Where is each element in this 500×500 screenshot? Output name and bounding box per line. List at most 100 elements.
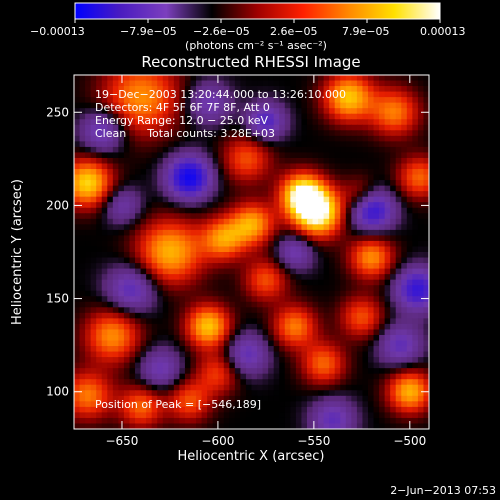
heatmap-cell bbox=[196, 135, 203, 142]
heatmap-cell bbox=[96, 395, 103, 402]
heatmap-cell bbox=[395, 379, 402, 386]
heatmap-cell bbox=[196, 423, 203, 429]
heatmap-cell bbox=[351, 169, 358, 176]
heatmap-cell bbox=[168, 119, 175, 126]
heatmap-cell bbox=[312, 174, 319, 181]
heatmap-cell bbox=[218, 323, 225, 331]
heatmap-cell bbox=[157, 373, 164, 380]
heatmap-cell bbox=[123, 235, 131, 242]
heatmap-cell bbox=[395, 395, 402, 402]
heatmap-cell bbox=[334, 97, 341, 104]
heatmap-cell bbox=[301, 346, 308, 353]
heatmap-cell bbox=[401, 124, 408, 131]
heatmap-cell bbox=[190, 141, 197, 148]
heatmap-cell bbox=[168, 379, 175, 386]
heatmap-cell bbox=[190, 417, 197, 425]
heatmap-cell bbox=[345, 113, 352, 120]
heatmap-cell bbox=[135, 97, 142, 104]
heatmap-cell bbox=[390, 401, 397, 408]
heatmap-cell bbox=[184, 141, 192, 148]
heatmap-cell bbox=[412, 257, 419, 264]
heatmap-cell bbox=[356, 213, 364, 220]
heatmap-cell bbox=[318, 119, 325, 126]
heatmap-cell bbox=[218, 290, 225, 297]
heatmap-cell bbox=[251, 163, 258, 170]
heatmap-cell bbox=[240, 97, 247, 104]
heatmap-cell bbox=[157, 174, 164, 181]
heatmap-cell bbox=[257, 224, 264, 231]
heatmap-cell bbox=[273, 296, 280, 303]
heatmap-cell bbox=[384, 412, 391, 419]
heatmap-cell bbox=[301, 163, 308, 170]
heatmap-cell bbox=[101, 113, 108, 120]
heatmap-cell bbox=[218, 417, 225, 425]
heatmap-cell bbox=[234, 290, 242, 297]
heatmap-cell bbox=[151, 401, 158, 408]
heatmap-cell bbox=[223, 274, 230, 281]
heatmap-cell bbox=[362, 351, 369, 358]
heatmap-cell bbox=[173, 390, 180, 397]
heatmap-cell bbox=[101, 412, 108, 419]
heatmap-cell bbox=[173, 86, 180, 93]
heatmap-cell bbox=[373, 357, 380, 364]
heatmap-cell bbox=[362, 285, 369, 292]
heatmap-cell bbox=[290, 240, 297, 248]
heatmap-cell bbox=[390, 312, 397, 319]
heatmap-cell bbox=[379, 75, 386, 82]
heatmap-cell bbox=[295, 368, 303, 375]
heatmap-cell bbox=[290, 312, 297, 319]
heatmap-cell bbox=[379, 196, 386, 203]
heatmap-cell bbox=[245, 279, 253, 286]
heatmap-cell bbox=[284, 180, 291, 187]
heatmap-cell bbox=[290, 196, 297, 203]
heatmap-cell bbox=[118, 395, 125, 402]
heatmap-cell bbox=[179, 135, 186, 142]
heatmap-cell bbox=[151, 351, 158, 358]
heatmap-cell bbox=[207, 246, 214, 253]
heatmap-cell bbox=[279, 351, 286, 358]
heatmap-cell bbox=[201, 130, 208, 137]
heatmap-cell bbox=[279, 130, 286, 137]
heatmap-cell bbox=[140, 346, 147, 353]
heatmap-cell bbox=[412, 351, 419, 358]
heatmap-cell bbox=[135, 307, 142, 314]
heatmap-cell bbox=[373, 318, 380, 325]
heatmap-cell bbox=[179, 213, 186, 220]
heatmap-cell bbox=[140, 401, 147, 408]
heatmap-cell bbox=[151, 263, 158, 270]
heatmap-cell bbox=[74, 373, 81, 380]
heatmap-cell bbox=[323, 141, 330, 148]
heatmap-cell bbox=[262, 423, 269, 429]
heatmap-cell bbox=[107, 379, 114, 386]
heatmap-cell bbox=[90, 218, 97, 225]
heatmap-cell bbox=[146, 141, 153, 148]
heatmap-cell bbox=[273, 185, 280, 192]
heatmap-cell bbox=[85, 307, 92, 314]
heatmap-cell bbox=[85, 412, 92, 419]
heatmap-cell bbox=[168, 174, 175, 181]
heatmap-cell bbox=[251, 252, 258, 259]
heatmap-cell bbox=[367, 130, 375, 137]
heatmap-cell bbox=[423, 334, 429, 342]
heatmap-cell bbox=[101, 229, 108, 237]
heatmap-cell bbox=[107, 191, 114, 198]
heatmap-cell bbox=[85, 174, 92, 181]
heatmap-cell bbox=[207, 91, 214, 98]
heatmap-cell bbox=[173, 207, 180, 214]
heatmap-cell bbox=[118, 180, 125, 187]
heatmap-cell bbox=[384, 312, 391, 319]
heatmap-cell bbox=[329, 351, 336, 358]
heatmap-cell bbox=[79, 80, 86, 87]
heatmap-cell bbox=[201, 196, 208, 203]
heatmap-cell bbox=[74, 86, 81, 93]
heatmap-cell bbox=[356, 124, 364, 131]
heatmap-cell bbox=[168, 80, 175, 87]
heatmap-cell bbox=[334, 163, 341, 170]
heatmap-cell bbox=[356, 108, 364, 115]
heatmap-cell bbox=[395, 157, 402, 165]
heatmap-cell bbox=[245, 368, 253, 375]
heatmap-cell bbox=[107, 163, 114, 170]
heatmap-cell bbox=[74, 169, 81, 176]
heatmap-cell bbox=[179, 235, 186, 242]
heatmap-cell bbox=[196, 274, 203, 281]
